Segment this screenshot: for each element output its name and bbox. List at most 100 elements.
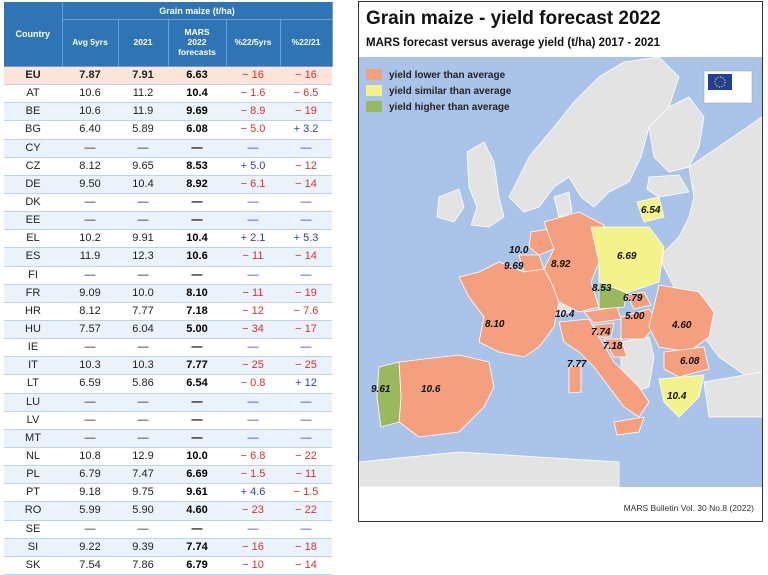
region-cz	[598, 281, 628, 310]
table-row: RO 5.99 5.90 4.60− 23− 22	[4, 501, 333, 521]
table-row: EU 7.87 7.91 6.63− 16− 16	[4, 66, 333, 86]
table-row: HR 8.12 7.77 7.18− 12− 7.6	[4, 302, 333, 321]
cell-2021: 6.04	[118, 320, 168, 340]
cell-avg-5yrs: 10.6	[62, 84, 118, 104]
table-row: SI 9.22 9.39 7.74− 16− 18	[4, 538, 333, 557]
cell-2021: 5.90	[118, 501, 168, 521]
column-header-2021: 2021	[118, 19, 169, 67]
table-row: CY — — — — —	[4, 139, 333, 158]
eu-stars-icon	[714, 76, 726, 88]
map-subtitle: MARS forecast versus average yield (t/ha…	[366, 37, 661, 49]
cell-forecast: —	[168, 266, 226, 285]
map-value-fr: 8.10	[485, 319, 505, 330]
table-row: BG 6.40 5.89 6.08− 5.0 + 3.2	[4, 120, 333, 140]
table-row: IE — — — — —	[4, 338, 333, 358]
legend-swatch-lower	[366, 69, 382, 80]
cell-forecast: 8.53	[168, 157, 226, 176]
cell-pct-5yrs: —	[226, 520, 280, 539]
map-value-sk: 6.79	[623, 293, 643, 304]
cell-2021: 12.3	[118, 247, 168, 267]
cell-country: SK	[4, 556, 62, 575]
cell-pct-21: − 14	[280, 556, 333, 575]
country-column-header: Country	[4, 2, 63, 67]
legend-swatch-higher	[366, 101, 382, 112]
cell-country: PT	[4, 483, 62, 503]
cell-pct-21: − 18	[280, 538, 333, 557]
legend-swatch-similar	[366, 85, 382, 96]
cell-avg-5yrs: 7.54	[62, 556, 118, 575]
table-row: MT — — — — —	[4, 429, 333, 448]
table-row: CZ 8.12 9.65 8.53 + 5.0− 12	[4, 157, 333, 176]
table-row: DE 9.50 10.4 8.92− 6.1− 14	[4, 175, 333, 194]
eu-logo	[703, 70, 753, 104]
cell-pct-21: − 17	[280, 320, 333, 340]
cell-country: LU	[4, 393, 62, 412]
map-value-lt: 6.54	[641, 205, 661, 216]
cell-forecast: —	[168, 338, 226, 358]
cell-pct-5yrs: − 5.0	[226, 120, 280, 140]
cell-2021: 7.86	[118, 556, 168, 575]
cell-2021: 10.3	[118, 356, 168, 376]
cell-country: FR	[4, 284, 62, 303]
finland	[648, 96, 705, 173]
cell-pct-21: − 25	[280, 356, 333, 376]
cell-country: PL	[4, 465, 62, 485]
region-sicily	[613, 416, 645, 436]
cell-forecast: 6.54	[168, 374, 226, 394]
cell-forecast: 4.60	[168, 501, 226, 521]
cell-2021: 10.4	[118, 175, 168, 194]
cell-avg-5yrs: —	[62, 429, 118, 448]
cell-pct-21: − 12	[280, 157, 333, 176]
map-value-at: 10.4	[555, 309, 575, 320]
table-row: SK 7.54 7.86 6.79− 10− 14	[4, 556, 333, 575]
cell-avg-5yrs: 9.09	[62, 284, 118, 303]
cell-forecast: —	[168, 211, 226, 231]
cell-2021: 9.75	[118, 483, 168, 503]
cell-pct-5yrs: − 16	[226, 538, 280, 557]
table-body: EU 7.87 7.91 6.63− 16− 16 AT 10.6 11.2 10.4− 1.…	[4, 66, 333, 575]
table-row: PL 6.79 7.47 6.69− 1.5− 11	[4, 465, 333, 485]
cell-pct-21: − 14	[280, 247, 333, 267]
cell-pct-21: —	[280, 266, 333, 285]
cell-country: IE	[4, 338, 62, 358]
cell-avg-5yrs: 8.12	[62, 302, 118, 321]
table-row: LV — — — — —	[4, 411, 333, 430]
cell-2021: 7.91	[118, 66, 168, 86]
cell-country: LT	[4, 374, 62, 394]
cell-forecast: 9.69	[168, 102, 226, 122]
cell-country: IT	[4, 356, 62, 376]
cell-forecast: —	[168, 139, 226, 158]
cell-2021: —	[118, 193, 168, 213]
cell-pct-5yrs: − 11	[226, 284, 280, 303]
cell-country: RO	[4, 501, 62, 521]
cell-avg-5yrs: 11.9	[62, 247, 118, 267]
column-header-pct-5yrs: %22/5yrs	[226, 19, 281, 67]
eu-flag-icon	[708, 74, 732, 90]
map-value-si: 7.74	[591, 327, 611, 338]
column-header-avg: Avg 5yrs	[62, 19, 119, 67]
other-land	[359, 57, 762, 487]
cell-forecast: —	[168, 429, 226, 448]
cell-country: AT	[4, 84, 62, 104]
column-header-forecast: MARS 2022 forecasts	[168, 19, 227, 67]
cell-2021: 10.0	[118, 284, 168, 303]
cell-pct-5yrs: − 6.1	[226, 175, 280, 194]
cell-pct-21: − 7.6	[280, 302, 333, 321]
cell-pct-5yrs: − 25	[226, 356, 280, 376]
cell-avg-5yrs: 9.22	[62, 538, 118, 557]
region-lt	[636, 196, 665, 223]
cell-country: DE	[4, 175, 62, 194]
cell-avg-5yrs: —	[62, 393, 118, 412]
table-row: DK — — — — —	[4, 193, 333, 213]
legend-label-higher: yield higher than average	[389, 102, 510, 113]
map-value-de: 8.92	[551, 259, 571, 270]
cell-pct-21: − 6.5	[280, 84, 333, 104]
cell-avg-5yrs: —	[62, 520, 118, 539]
legend-label-similar: yield similar than average	[389, 86, 512, 97]
cell-pct-21: —	[280, 520, 333, 539]
cell-country: MT	[4, 429, 62, 448]
cell-country: LV	[4, 411, 62, 430]
cell-pct-5yrs: − 0.8	[226, 374, 280, 394]
cell-pct-5yrs: —	[226, 411, 280, 430]
cell-avg-5yrs: 10.8	[62, 447, 118, 467]
